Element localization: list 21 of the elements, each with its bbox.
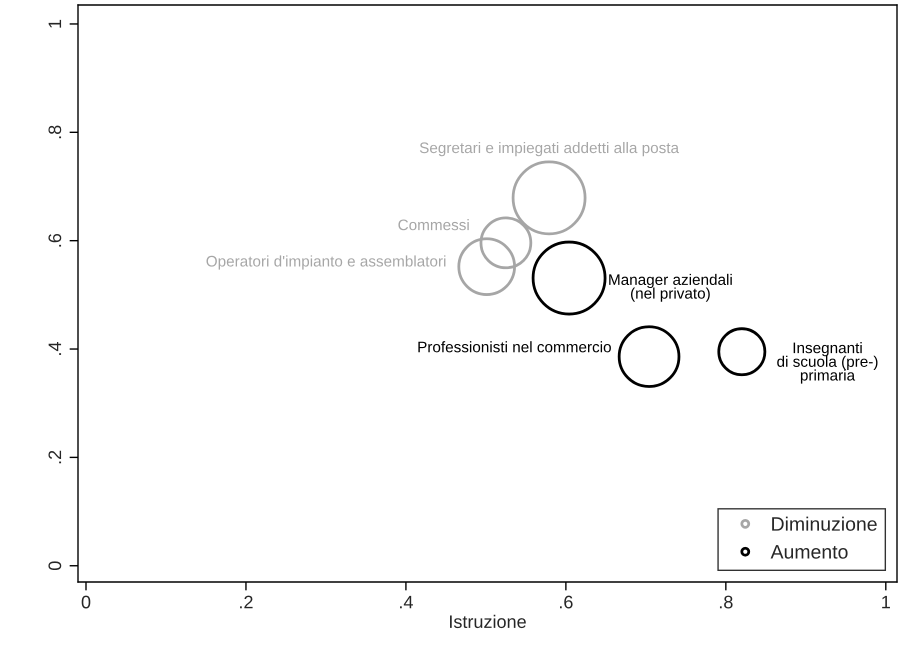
y-tick-label: .2 bbox=[48, 450, 62, 464]
annotation: Insegnanti di scuola (pre-) primaria bbox=[777, 342, 878, 384]
y-tick-label: .4 bbox=[48, 342, 62, 355]
legend-label: Diminuzione bbox=[772, 516, 877, 531]
annotation: Commessi bbox=[398, 219, 469, 230]
x-tick-label: .6 bbox=[560, 596, 573, 608]
x-tick-label: .2 bbox=[240, 596, 253, 608]
y-tick-label: 1 bbox=[48, 20, 62, 28]
annotation: Operatori d'impianto e assemblatori bbox=[206, 255, 446, 270]
x-tick-label: .8 bbox=[720, 596, 733, 608]
x-tick-label: 0 bbox=[82, 596, 90, 608]
annotation: Manager aziendali (nel privato) bbox=[609, 274, 732, 302]
x-axis-title: Istruzione bbox=[450, 614, 526, 628]
legend-label: Aumento bbox=[770, 545, 848, 559]
annotation: Segretari e impiegati addetti alla posta bbox=[420, 142, 680, 156]
y-tick-label: .6 bbox=[48, 234, 62, 247]
x-tick-label: .4 bbox=[400, 596, 413, 608]
annotation: Professionisti nel commercio bbox=[418, 341, 611, 352]
y-tick-label: 0 bbox=[48, 561, 62, 570]
x-tick-label: 1 bbox=[882, 596, 890, 608]
y-tick-label: .8 bbox=[48, 126, 62, 138]
